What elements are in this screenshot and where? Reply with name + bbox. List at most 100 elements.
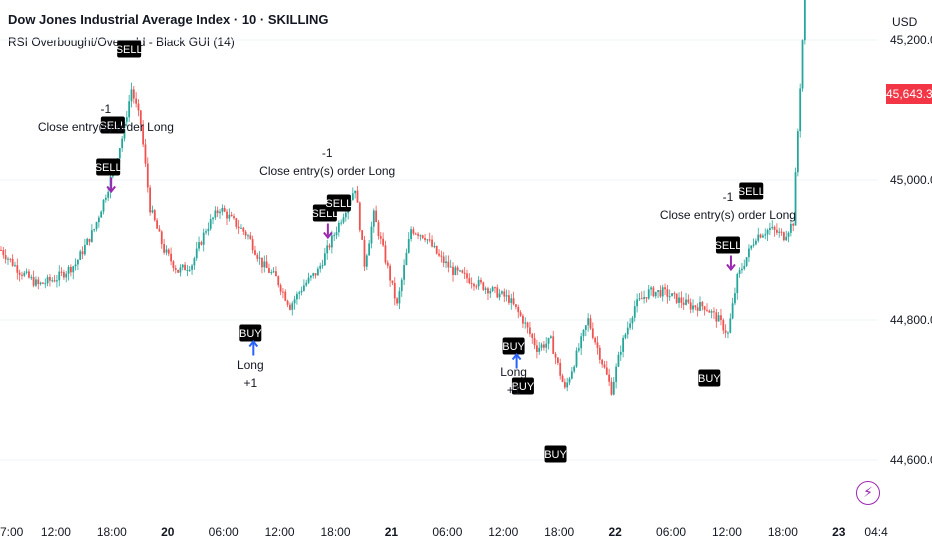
candle-body xyxy=(188,269,191,271)
candle-body xyxy=(594,337,597,343)
candle-body xyxy=(193,258,196,266)
candle-body xyxy=(659,290,662,297)
candle-body xyxy=(275,271,277,277)
candle-body xyxy=(379,236,382,239)
candle-body xyxy=(51,280,54,282)
candle-body xyxy=(44,283,47,285)
candle-body xyxy=(547,337,550,344)
candle-body xyxy=(382,238,385,246)
candle-body xyxy=(496,287,499,298)
candle-body xyxy=(801,40,804,89)
candle-body xyxy=(70,266,72,273)
candle-body xyxy=(720,315,722,321)
candle-body xyxy=(81,251,84,255)
candle-body xyxy=(703,306,706,310)
candle-body xyxy=(508,295,510,303)
candle-body xyxy=(633,306,636,318)
currency-label[interactable]: USD xyxy=(892,15,918,29)
x-tick-label: 18:00 xyxy=(97,525,127,539)
candle-body xyxy=(216,210,219,214)
candle-body xyxy=(699,302,701,311)
candle-body xyxy=(412,229,415,234)
candle-body xyxy=(97,217,100,223)
candle-body xyxy=(137,103,140,111)
candle-body xyxy=(743,265,746,269)
candle-body xyxy=(354,190,357,194)
candle-body xyxy=(515,304,517,308)
candle-body xyxy=(90,230,93,242)
candle-body xyxy=(454,267,457,275)
candle-body xyxy=(333,235,336,237)
candle-body xyxy=(83,244,86,255)
candle-body xyxy=(221,207,224,212)
candle-body xyxy=(86,238,89,245)
candle-body xyxy=(202,232,205,245)
candle-body xyxy=(107,191,110,198)
candle-body xyxy=(102,199,105,212)
candle-body xyxy=(284,291,287,301)
trade-annotation: Long +1 xyxy=(500,365,527,397)
y-tick-label: 44,600.0 xyxy=(890,453,932,467)
candle-body xyxy=(391,280,394,283)
candle-body xyxy=(769,228,771,231)
candle-body xyxy=(598,347,601,360)
candle-body xyxy=(344,212,347,218)
candle-body xyxy=(673,293,676,295)
buy-signal: BUY xyxy=(698,369,721,387)
candle-body xyxy=(53,280,56,282)
candle-body xyxy=(419,235,422,237)
candle-body xyxy=(577,348,580,351)
candle-body xyxy=(421,235,424,239)
candle-body xyxy=(447,261,450,268)
candle-body xyxy=(414,233,417,235)
buy-signal: BUY xyxy=(502,337,526,369)
candle-body xyxy=(424,238,426,240)
lightning-icon[interactable]: ⚡ xyxy=(856,481,880,505)
x-tick-label: 12:00 xyxy=(41,525,71,539)
candle-body xyxy=(640,298,643,300)
candle-body xyxy=(789,223,792,233)
x-tick-label: 18:00 xyxy=(321,525,351,539)
gridlines xyxy=(0,39,878,461)
candle-body xyxy=(636,299,638,307)
candle-body xyxy=(503,291,506,297)
candle-body xyxy=(785,236,788,241)
candle-body xyxy=(65,273,68,278)
candle-body xyxy=(23,272,26,276)
signal-box xyxy=(117,40,142,58)
candle-body xyxy=(661,287,664,297)
candle-body xyxy=(708,310,711,313)
candle-body xyxy=(14,265,16,267)
candle-body xyxy=(37,279,40,284)
annotation-line: -1 xyxy=(101,102,112,116)
candle-body xyxy=(410,229,412,240)
candle-body xyxy=(307,277,310,283)
candle-body xyxy=(678,297,680,303)
signal-text: SELL xyxy=(95,162,122,174)
candle-body xyxy=(149,187,152,213)
candle-body xyxy=(377,222,380,237)
candle-body xyxy=(715,312,718,322)
candle-body xyxy=(49,277,51,281)
candle-body xyxy=(722,320,725,331)
last-price-tag: 45,643.3 xyxy=(886,84,932,104)
candle-body xyxy=(32,277,35,286)
x-tick-label: 06:00 xyxy=(209,525,239,539)
signal-text: SELL xyxy=(714,240,741,252)
candle-body xyxy=(587,318,590,326)
signal-text: SELL xyxy=(99,120,126,132)
candle-body xyxy=(56,280,58,282)
candle-body xyxy=(473,283,475,287)
candle-body xyxy=(256,254,259,259)
candle-body xyxy=(741,268,743,271)
candle-body xyxy=(536,345,538,352)
candle-body xyxy=(736,274,739,294)
candle-body xyxy=(207,228,210,232)
sell-arrow-head xyxy=(106,185,116,194)
candle-body xyxy=(692,305,694,310)
candle-body xyxy=(668,296,671,298)
sell-signal: SELL xyxy=(116,40,143,58)
candle-body xyxy=(305,282,308,286)
candle-body xyxy=(745,257,748,266)
